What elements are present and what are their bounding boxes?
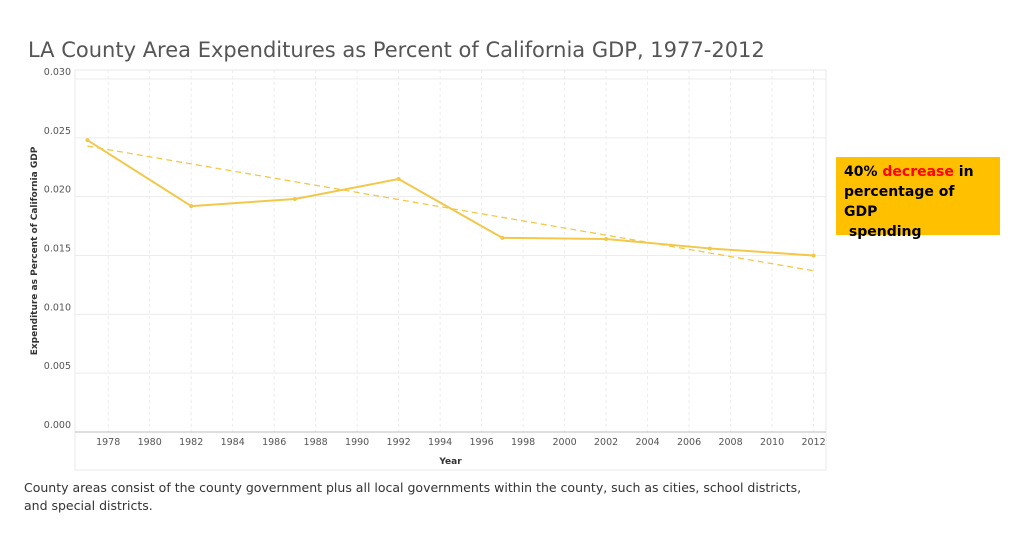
- x-tick-label: 1980: [138, 437, 162, 448]
- data-point[interactable]: [292, 197, 297, 202]
- x-axis-title: Year: [438, 457, 462, 467]
- callout-highlight: decrease: [882, 164, 954, 180]
- x-tick-label: 2000: [553, 437, 577, 448]
- data-point[interactable]: [85, 138, 90, 143]
- x-tick-label: 1990: [345, 437, 369, 448]
- footnote: County areas consist of the county gover…: [24, 480, 802, 513]
- series-line: [86, 139, 814, 257]
- y-axis-title: Expenditure as Percent of California GDP: [30, 146, 40, 355]
- series-layer: [85, 138, 816, 258]
- data-point[interactable]: [396, 177, 401, 182]
- callout-line-3: spending: [844, 224, 922, 240]
- x-tick-label: 2010: [760, 437, 784, 448]
- callout-suffix: in: [953, 164, 974, 180]
- x-axis-ticks: 1978 1980 1982 1984 1986 1988 1990 1992 1994 1996…: [96, 437, 826, 448]
- y-tick-label: 0.015: [44, 244, 71, 255]
- x-tick-label: 1998: [511, 437, 535, 448]
- data-point[interactable]: [604, 237, 609, 242]
- x-tick-label: 2012: [801, 437, 825, 448]
- trendline-layer: [87, 145, 814, 272]
- x-tick-label: 1982: [179, 437, 203, 448]
- y-tick-label: 0.005: [44, 361, 71, 372]
- data-point[interactable]: [811, 253, 816, 258]
- x-tick-label: 1984: [221, 437, 245, 448]
- plot-frame: [74, 69, 827, 471]
- y-tick-label: 0.025: [44, 126, 71, 137]
- callout-line-1: 40% decrease in: [844, 162, 992, 182]
- x-tick-label: 2002: [594, 437, 618, 448]
- x-tick-label: 1988: [304, 437, 328, 448]
- chart-title: LA County Area Expenditures as Percent o…: [28, 38, 765, 62]
- trendline: [87, 145, 814, 272]
- data-point[interactable]: [707, 246, 712, 251]
- x-tick-label: 1978: [96, 437, 120, 448]
- x-tick-label: 2006: [677, 437, 701, 448]
- callout-line-2: percentage of GDP: [844, 184, 955, 220]
- x-tick-label: 1992: [387, 437, 411, 448]
- x-tick-label: 1986: [262, 437, 286, 448]
- x-tick-label: 2008: [718, 437, 742, 448]
- data-point[interactable]: [189, 204, 194, 209]
- callout-box: 40% decrease in percentage of GDP spendi…: [836, 157, 1000, 240]
- x-tick-label: 1994: [428, 437, 452, 448]
- grid-layer: [75, 70, 826, 432]
- data-point[interactable]: [500, 235, 505, 240]
- y-axis-ticks: 0.000 0.005 0.010 0.015 0.020 0.025 0.030: [44, 67, 71, 431]
- y-tick-label: 0.000: [44, 420, 71, 431]
- callout-prefix: 40%: [844, 164, 883, 180]
- x-tick-label: 2004: [635, 437, 659, 448]
- y-tick-label: 0.020: [44, 185, 71, 196]
- x-tick-label: 1996: [470, 437, 494, 448]
- y-tick-label: 0.010: [44, 302, 71, 313]
- y-tick-label: 0.030: [44, 67, 71, 78]
